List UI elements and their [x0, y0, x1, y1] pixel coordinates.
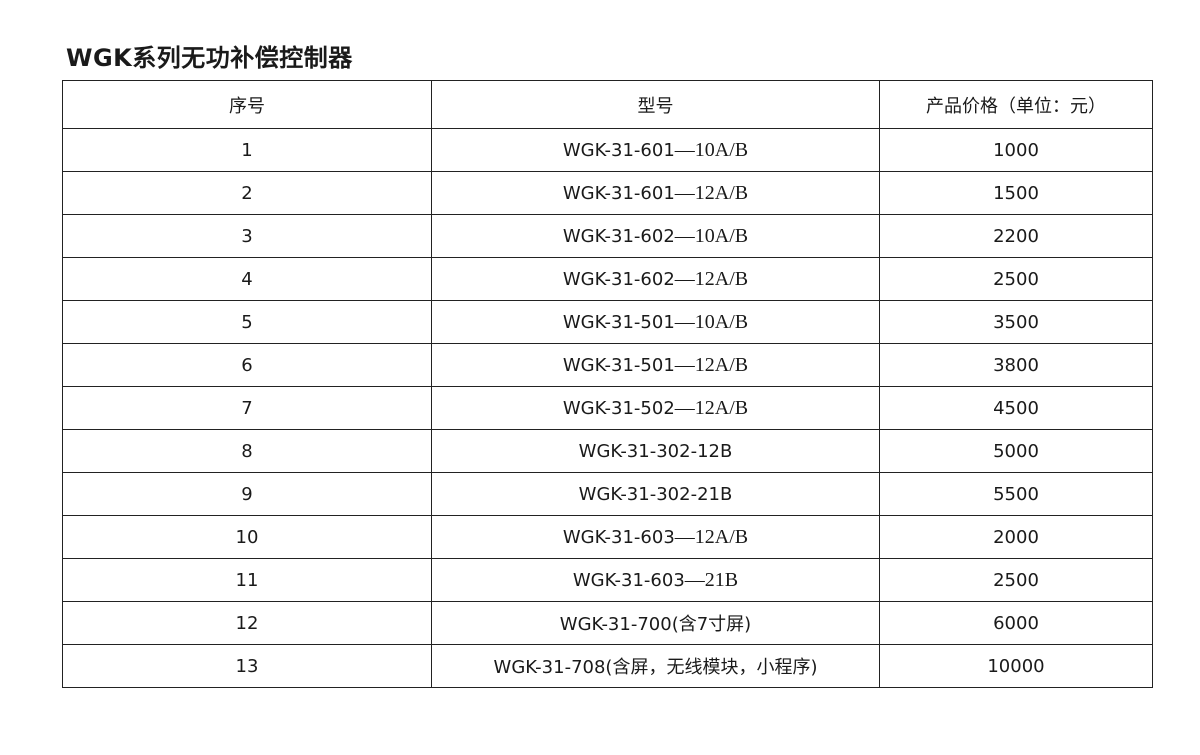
page-title: WGK系列无功补偿控制器: [66, 44, 353, 72]
model-name: WGK-31-501: [562, 311, 675, 333]
cell-model: WGK-31-502—12A/B: [431, 386, 880, 430]
model-suffix: —12A/B: [674, 267, 749, 290]
table-row: 1 WGK-31-601—10A/B 1000: [62, 128, 1153, 172]
cell-price: 2200: [879, 214, 1153, 258]
model-name: WGK-31-502: [562, 397, 675, 419]
model-suffix: —10A/B: [674, 224, 749, 247]
table-row: 10 WGK-31-603—12A/B 2000: [62, 515, 1153, 559]
cell-price: 1000: [879, 128, 1153, 172]
cell-price: 4500: [879, 386, 1153, 430]
cell-index: 9: [62, 472, 432, 516]
model-suffix: —12A/B: [674, 181, 749, 204]
cell-model: WGK-31-602—12A/B: [431, 257, 880, 301]
cell-model: WGK-31-601—10A/B: [431, 128, 880, 172]
table-row: 12 WGK-31-700(含7寸屏) 6000: [62, 601, 1153, 645]
cell-index: 13: [62, 644, 432, 688]
table-row: 9 WGK-31-302-21B 5500: [62, 472, 1153, 516]
header-model: 型号: [431, 80, 880, 129]
table-row: 3 WGK-31-602—10A/B 2200: [62, 214, 1153, 258]
table-row: 7 WGK-31-502—12A/B 4500: [62, 386, 1153, 430]
cell-price: 5500: [879, 472, 1153, 516]
cell-model: WGK-31-603—12A/B: [431, 515, 880, 559]
header-index: 序号: [62, 80, 432, 129]
model-suffix: —12A/B: [674, 525, 749, 548]
cell-index: 2: [62, 171, 432, 215]
cell-model: WGK-31-501—10A/B: [431, 300, 880, 344]
cell-index: 6: [62, 343, 432, 387]
model-name: WGK-31-501: [562, 354, 675, 376]
cell-price: 2500: [879, 558, 1153, 602]
cell-price: 5000: [879, 429, 1153, 473]
model-name: WGK-31-603: [572, 569, 685, 591]
table-header-row: 序号 型号 产品价格（单位：元）: [62, 80, 1153, 129]
model-suffix: —12A/B: [674, 353, 749, 376]
cell-index: 1: [62, 128, 432, 172]
model-name: WGK-31-601: [562, 182, 675, 204]
cell-index: 7: [62, 386, 432, 430]
model-name: WGK-31-601: [562, 139, 675, 161]
cell-model: WGK-31-302-12B: [431, 429, 880, 473]
model-suffix: —10A/B: [674, 138, 749, 161]
table-row: 4 WGK-31-602—12A/B 2500: [62, 257, 1153, 301]
cell-model: WGK-31-501—12A/B: [431, 343, 880, 387]
cell-model: WGK-31-603—21B: [431, 558, 880, 602]
table-row: 6 WGK-31-501—12A/B 3800: [62, 343, 1153, 387]
cell-index: 5: [62, 300, 432, 344]
cell-index: 3: [62, 214, 432, 258]
table-row: 5 WGK-31-501—10A/B 3500: [62, 300, 1153, 344]
cell-price: 2500: [879, 257, 1153, 301]
model-suffix: —12A/B: [674, 396, 749, 419]
cell-price: 2000: [879, 515, 1153, 559]
cell-model: WGK-31-602—10A/B: [431, 214, 880, 258]
cell-index: 12: [62, 601, 432, 645]
cell-index: 11: [62, 558, 432, 602]
cell-price: 10000: [879, 644, 1153, 688]
table-row: 11 WGK-31-603—21B 2500: [62, 558, 1153, 602]
model-name: WGK-31-602: [562, 268, 675, 290]
cell-price: 6000: [879, 601, 1153, 645]
cell-index: 4: [62, 257, 432, 301]
price-table: 序号 型号 产品价格（单位：元） 1 WGK-31-601—10A/B 1000 2 W…: [62, 80, 1153, 688]
model-name: WGK-31-602: [562, 225, 675, 247]
model-name: WGK-31-708(含屏，无线模块，小程序): [493, 657, 818, 678]
cell-model: WGK-31-708(含屏，无线模块，小程序): [431, 644, 880, 688]
model-name: WGK-31-302-21B: [578, 483, 733, 505]
model-name: WGK-31-302-12B: [578, 440, 733, 462]
cell-model: WGK-31-302-21B: [431, 472, 880, 516]
cell-index: 8: [62, 429, 432, 473]
cell-price: 3500: [879, 300, 1153, 344]
cell-model: WGK-31-700(含7寸屏): [431, 601, 880, 645]
model-suffix: —21B: [684, 568, 739, 591]
model-suffix: —10A/B: [674, 310, 749, 333]
cell-price: 1500: [879, 171, 1153, 215]
table-row: 8 WGK-31-302-12B 5000: [62, 429, 1153, 473]
cell-index: 10: [62, 515, 432, 559]
table-row: 13 WGK-31-708(含屏，无线模块，小程序) 10000: [62, 644, 1153, 688]
cell-price: 3800: [879, 343, 1153, 387]
model-name: WGK-31-700(含7寸屏): [559, 614, 752, 635]
model-name: WGK-31-603: [562, 526, 675, 548]
header-price: 产品价格（单位：元）: [879, 80, 1153, 129]
cell-model: WGK-31-601—12A/B: [431, 171, 880, 215]
table-row: 2 WGK-31-601—12A/B 1500: [62, 171, 1153, 215]
